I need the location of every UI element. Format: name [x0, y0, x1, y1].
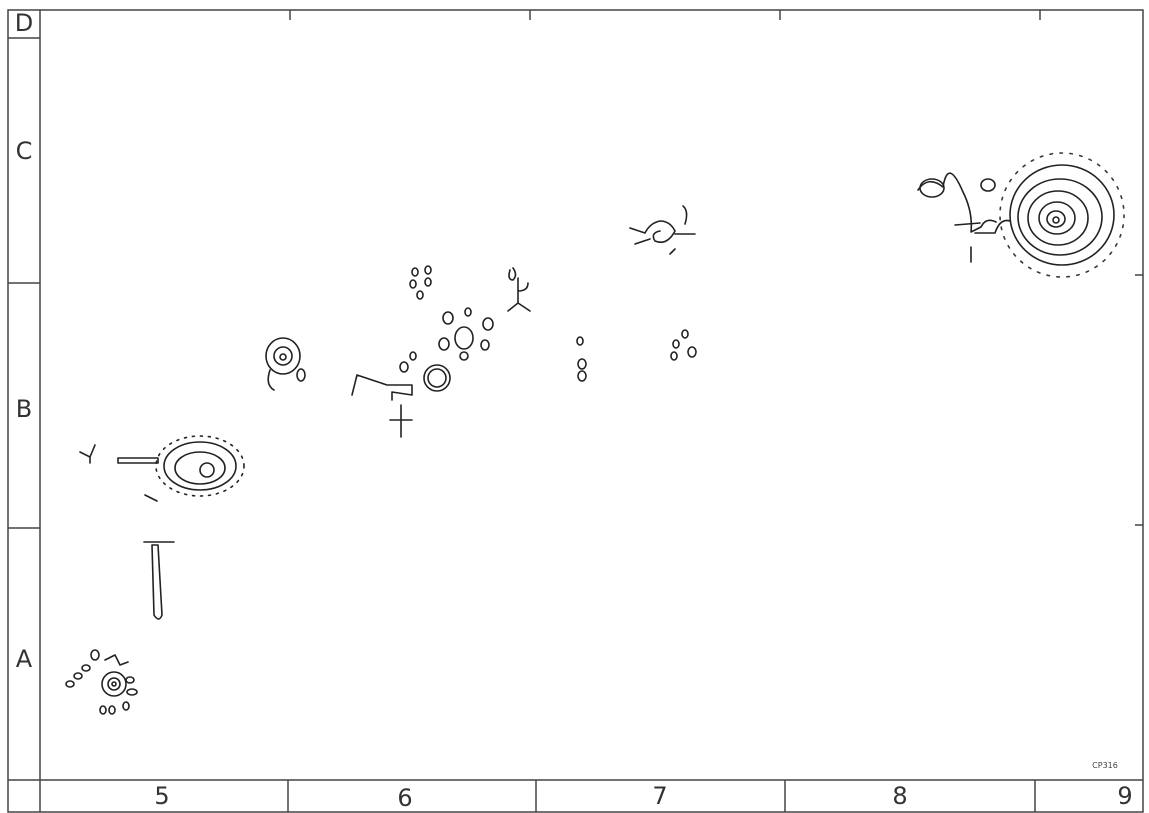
column-label: 9	[1117, 782, 1132, 810]
glyph	[389, 404, 413, 438]
column-label: 6	[397, 784, 412, 812]
glyph	[65, 649, 138, 715]
row-label: B	[16, 395, 32, 423]
dot-cluster	[399, 265, 697, 382]
glyph	[507, 267, 531, 312]
row-label: D	[15, 9, 33, 37]
column-label: 5	[154, 782, 169, 810]
column-label: 8	[892, 782, 907, 810]
glyph	[423, 364, 451, 392]
column-label: 7	[652, 782, 667, 810]
row-label: C	[16, 137, 33, 165]
glyph	[629, 220, 696, 255]
glyph	[79, 435, 245, 502]
glyph	[351, 374, 413, 401]
glyph	[427, 368, 447, 388]
grid-frame	[7, 9, 1144, 813]
row-label: A	[16, 645, 33, 673]
petroglyphs	[65, 152, 1125, 715]
sun-glyph	[917, 152, 1125, 278]
signature: CP316	[1092, 761, 1118, 770]
glyph	[143, 541, 175, 620]
glyph	[682, 205, 688, 225]
glyph	[265, 337, 306, 391]
